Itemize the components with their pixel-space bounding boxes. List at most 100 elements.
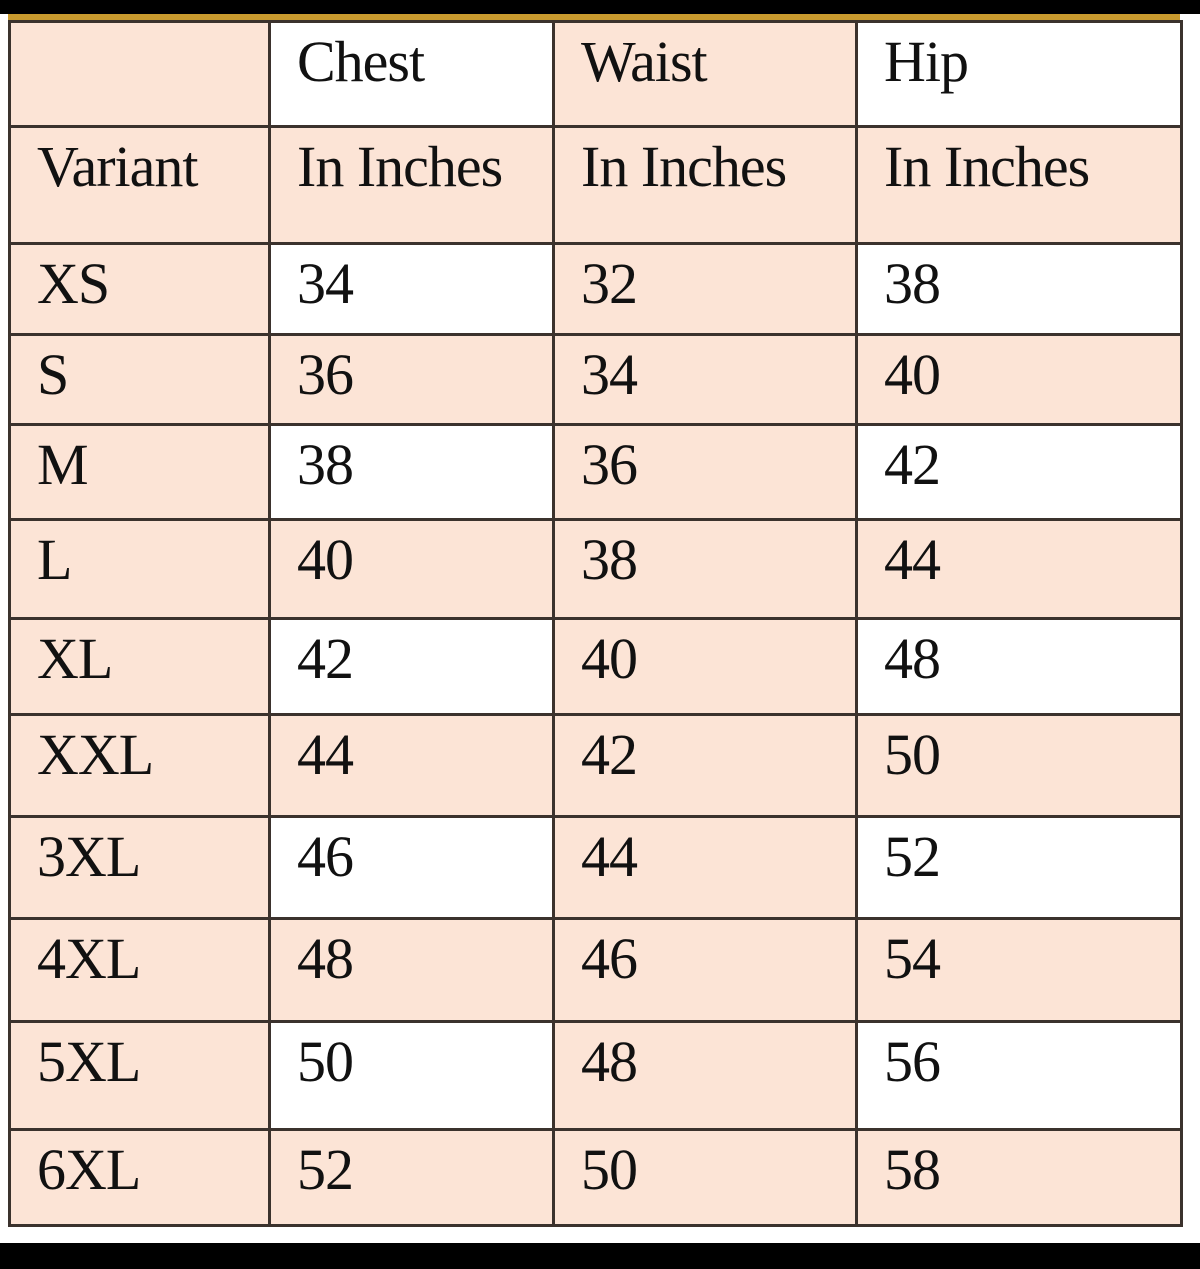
cell-chest: 40: [268, 518, 555, 620]
cell-text: 32: [581, 251, 638, 316]
cell-chest: 52: [268, 1128, 555, 1227]
header-cell-waist: Waist: [552, 20, 858, 128]
cell-hip: 56: [855, 1020, 1183, 1131]
cell-text: 42: [581, 722, 638, 787]
bottom-black-bar: [0, 1243, 1200, 1269]
table-row: 6XL 52 50 58: [8, 1128, 1183, 1227]
header-cell-variant: Variant: [8, 125, 271, 245]
header-text: In Inches: [884, 134, 1090, 199]
header-text: Hip: [884, 29, 969, 94]
cell-text: 42: [297, 626, 354, 691]
cell-chest: 46: [268, 815, 555, 920]
cell-variant: 6XL: [8, 1128, 271, 1227]
cell-text: 40: [884, 342, 941, 407]
header-cell-unit: In Inches: [552, 125, 858, 245]
cell-text: 56: [884, 1029, 941, 1094]
cell-text: 58: [884, 1137, 941, 1202]
cell-waist: 34: [552, 333, 858, 426]
cell-text: 38: [884, 251, 941, 316]
header-text: Chest: [297, 29, 425, 94]
cell-text: XS: [37, 251, 110, 316]
cell-text: 48: [884, 626, 941, 691]
header-text: In Inches: [581, 134, 787, 199]
cell-variant: S: [8, 333, 271, 426]
cell-text: 44: [884, 527, 941, 592]
cell-variant: 5XL: [8, 1020, 271, 1131]
cell-variant: XXL: [8, 713, 271, 818]
cell-text: 4XL: [37, 926, 141, 991]
cell-text: S: [37, 342, 69, 407]
table-row: M 38 36 42: [8, 423, 1183, 521]
table-row: 5XL 50 48 56: [8, 1020, 1183, 1131]
cell-text: 54: [884, 926, 941, 991]
cell-hip: 38: [855, 242, 1183, 336]
cell-text: 46: [581, 926, 638, 991]
cell-text: 3XL: [37, 824, 141, 889]
gold-rule: [8, 14, 1180, 20]
cell-hip: 58: [855, 1128, 1183, 1227]
header-cell-hip: Hip: [855, 20, 1183, 128]
cell-variant: 3XL: [8, 815, 271, 920]
table-row: XL 42 40 48: [8, 617, 1183, 716]
header-cell-unit: In Inches: [855, 125, 1183, 245]
header-text: Variant: [37, 134, 199, 199]
table-row: 3XL 46 44 52: [8, 815, 1183, 920]
cell-waist: 44: [552, 815, 858, 920]
cell-text: 38: [297, 432, 354, 497]
cell-chest: 48: [268, 917, 555, 1023]
cell-waist: 32: [552, 242, 858, 336]
cell-variant: XS: [8, 242, 271, 336]
cell-hip: 54: [855, 917, 1183, 1023]
header-cell-chest: Chest: [268, 20, 555, 128]
table-row: XXL 44 42 50: [8, 713, 1183, 818]
cell-variant: L: [8, 518, 271, 620]
cell-text: 34: [581, 342, 638, 407]
cell-waist: 38: [552, 518, 858, 620]
cell-text: 5XL: [37, 1029, 141, 1094]
cell-waist: 36: [552, 423, 858, 521]
cell-text: 6XL: [37, 1137, 141, 1202]
cell-hip: 44: [855, 518, 1183, 620]
cell-waist: 42: [552, 713, 858, 818]
cell-waist: 48: [552, 1020, 858, 1131]
cell-chest: 42: [268, 617, 555, 716]
header-row-units: Variant In Inches In Inches In Inches: [8, 125, 1183, 245]
cell-text: L: [37, 527, 72, 592]
cell-text: 34: [297, 251, 354, 316]
cell-variant: 4XL: [8, 917, 271, 1023]
cell-chest: 50: [268, 1020, 555, 1131]
header-text: In Inches: [297, 134, 503, 199]
cell-variant: M: [8, 423, 271, 521]
header-cell-unit: In Inches: [268, 125, 555, 245]
cell-hip: 40: [855, 333, 1183, 426]
cell-chest: 44: [268, 713, 555, 818]
cell-hip: 50: [855, 713, 1183, 818]
cell-text: 40: [581, 626, 638, 691]
cell-chest: 36: [268, 333, 555, 426]
cell-waist: 50: [552, 1128, 858, 1227]
cell-text: 50: [581, 1137, 638, 1202]
cell-text: 44: [581, 824, 638, 889]
cell-text: 48: [297, 926, 354, 991]
table-row: L 40 38 44: [8, 518, 1183, 620]
header-cell: [8, 20, 271, 128]
cell-text: 42: [884, 432, 941, 497]
table-row: XS 34 32 38: [8, 242, 1183, 336]
top-black-bar: [0, 0, 1200, 14]
cell-text: 48: [581, 1029, 638, 1094]
size-chart-table: Chest Waist Hip Variant In Inches In Inc…: [8, 20, 1183, 1227]
cell-text: 38: [581, 527, 638, 592]
header-text: [37, 23, 268, 33]
header-row-measure: Chest Waist Hip: [8, 20, 1183, 128]
cell-text: 50: [884, 722, 941, 787]
cell-variant: XL: [8, 617, 271, 716]
cell-text: 36: [297, 342, 354, 407]
cell-text: XXL: [37, 722, 154, 787]
cell-hip: 52: [855, 815, 1183, 920]
table-row: S 36 34 40: [8, 333, 1183, 426]
cell-hip: 48: [855, 617, 1183, 716]
cell-waist: 40: [552, 617, 858, 716]
cell-text: 52: [297, 1137, 354, 1202]
header-text: Waist: [581, 29, 708, 94]
cell-text: 40: [297, 527, 354, 592]
